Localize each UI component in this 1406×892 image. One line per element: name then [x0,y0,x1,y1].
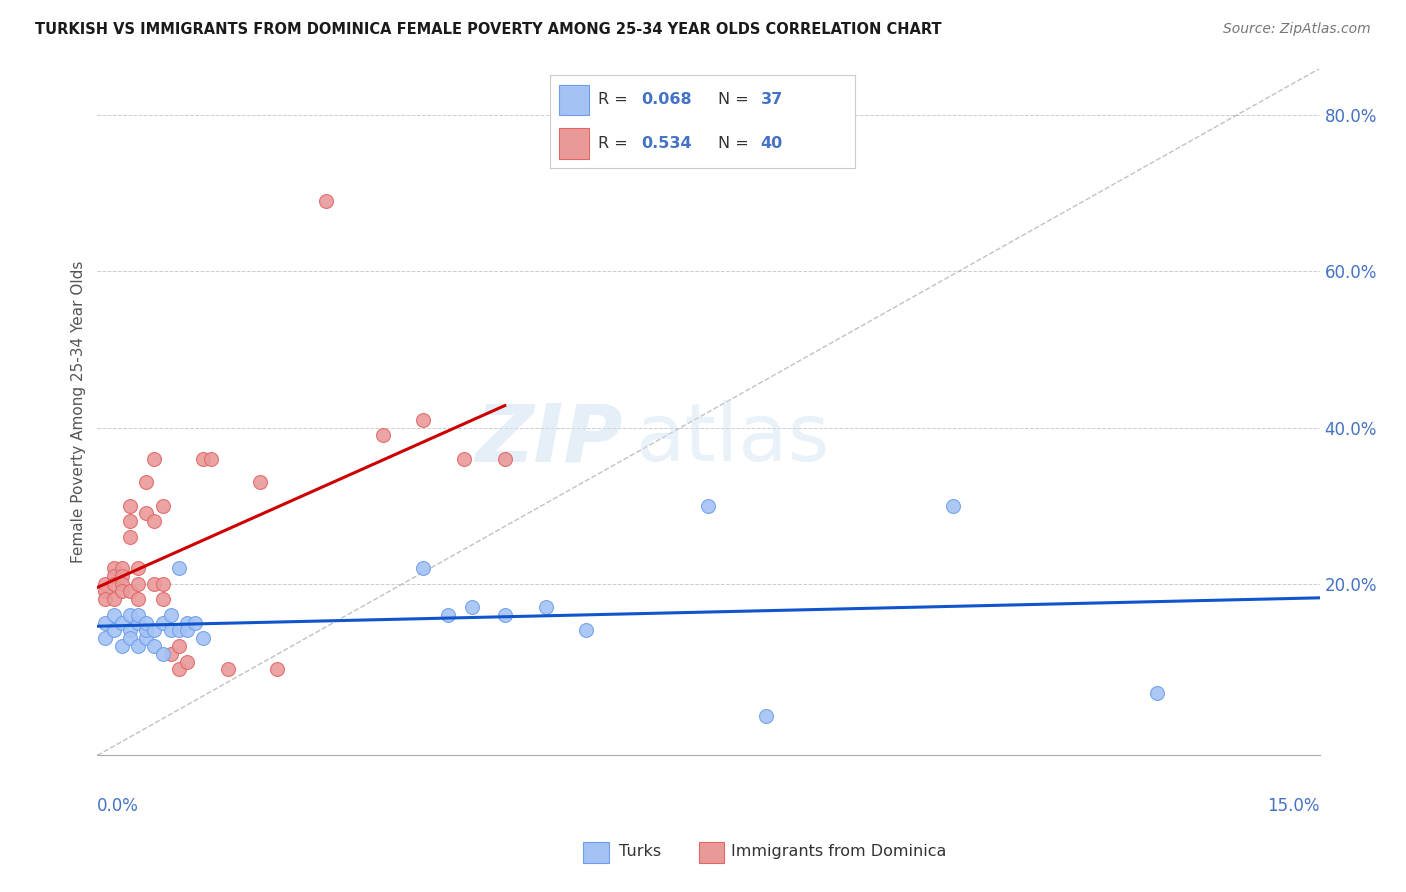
Point [176,624,198,638]
Point [103,569,125,583]
Point [167,561,190,575]
Text: Immigrants from Dominica: Immigrants from Dominica [731,845,946,859]
Point [118,624,141,638]
Point [217,663,239,677]
Point [754,709,776,723]
Point [453,451,475,466]
Text: Source: ZipAtlas.com: Source: ZipAtlas.com [1223,22,1371,37]
Point [111,576,134,591]
Point [118,607,141,622]
Point [167,624,190,638]
Point [135,507,157,521]
Point [412,561,434,575]
Point [111,639,134,653]
Point [118,632,141,646]
Point [143,451,166,466]
Point [118,499,141,513]
Point [176,655,198,669]
Text: 0.0%: 0.0% [97,797,139,814]
Point [111,561,134,575]
Point [143,624,166,638]
Point [103,561,125,575]
Point [575,624,598,638]
Point [135,632,157,646]
Point [94,632,117,646]
Point [143,514,166,528]
Point [152,576,174,591]
Point [135,624,157,638]
Text: ZIP: ZIP [475,401,623,478]
Point [94,584,117,599]
Point [159,624,181,638]
Point [200,451,222,466]
Point [1146,686,1168,700]
Point [103,624,125,638]
Point [152,592,174,607]
Point [118,530,141,544]
Point [152,615,174,630]
Point [193,632,215,646]
Point [143,639,166,653]
Point [494,607,516,622]
Point [127,592,149,607]
Point [152,499,174,513]
Point [118,584,141,599]
Point [152,647,174,661]
Point [94,615,117,630]
Point [371,428,394,442]
Point [103,607,125,622]
Text: atlas: atlas [636,401,830,478]
Point [127,576,149,591]
Point [494,451,516,466]
Text: 15.0%: 15.0% [1267,797,1320,814]
Point [127,607,149,622]
Point [103,576,125,591]
Point [534,600,557,615]
Point [176,615,198,630]
Text: Turks: Turks [619,845,661,859]
Point [127,561,149,575]
Point [167,663,190,677]
Point [135,615,157,630]
Point [143,576,166,591]
Point [103,592,125,607]
Point [315,194,337,209]
Point [135,475,157,490]
Point [266,663,288,677]
Point [127,639,149,653]
Point [167,639,190,653]
Point [942,499,965,513]
Point [159,607,181,622]
Point [127,615,149,630]
Point [193,451,215,466]
Point [111,584,134,599]
Point [118,514,141,528]
Point [94,576,117,591]
Text: TURKISH VS IMMIGRANTS FROM DOMINICA FEMALE POVERTY AMONG 25-34 YEAR OLDS CORRELA: TURKISH VS IMMIGRANTS FROM DOMINICA FEMA… [35,22,942,37]
Point [111,569,134,583]
Point [249,475,271,490]
Point [111,615,134,630]
Point [412,413,434,427]
Point [461,600,484,615]
Point [184,615,207,630]
Point [159,647,181,661]
Point [697,499,720,513]
Point [94,592,117,607]
Point [436,607,458,622]
Y-axis label: Female Poverty Among 25-34 Year Olds: Female Poverty Among 25-34 Year Olds [72,260,86,563]
